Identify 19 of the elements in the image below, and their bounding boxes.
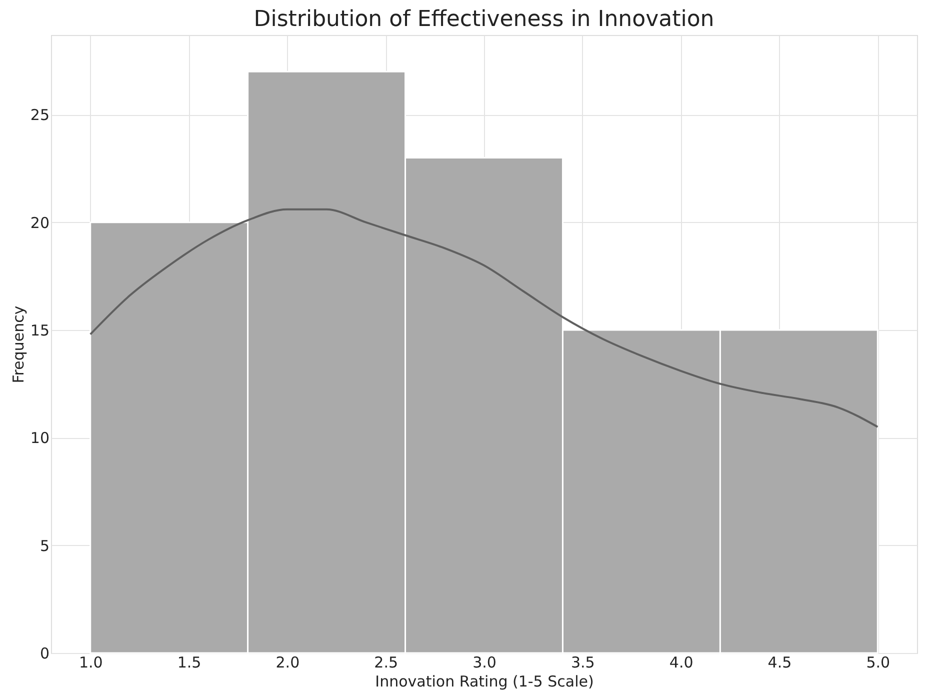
x-tick-label: 3.0 [472, 654, 496, 672]
y-tick-label: 25 [30, 106, 50, 124]
x-tick-label: 2.5 [374, 654, 398, 672]
x-tick-label: 4.5 [768, 654, 792, 672]
line-series [89, 208, 879, 428]
chart-title: Distribution of Effectiveness in Innovation [254, 7, 714, 32]
y-tick-label: 0 [40, 644, 50, 662]
x-tick-label: 3.5 [570, 654, 595, 672]
x-tick-label: 5.0 [866, 654, 890, 672]
y-tick-label: 10 [30, 429, 50, 448]
y-axis-title: Frequency [9, 306, 28, 384]
x-tick-label: 1.0 [78, 654, 103, 672]
x-tick-label: 1.5 [177, 654, 202, 672]
y-tick-label: 20 [30, 214, 50, 232]
x-tick-label: 2.0 [276, 654, 300, 672]
x-axis-title: Innovation Rating (1-5 Scale) [375, 672, 594, 690]
y-tick-label: 15 [30, 322, 50, 340]
x-tick-label: 4.0 [669, 654, 694, 672]
y-tick-label: 5 [40, 536, 50, 555]
